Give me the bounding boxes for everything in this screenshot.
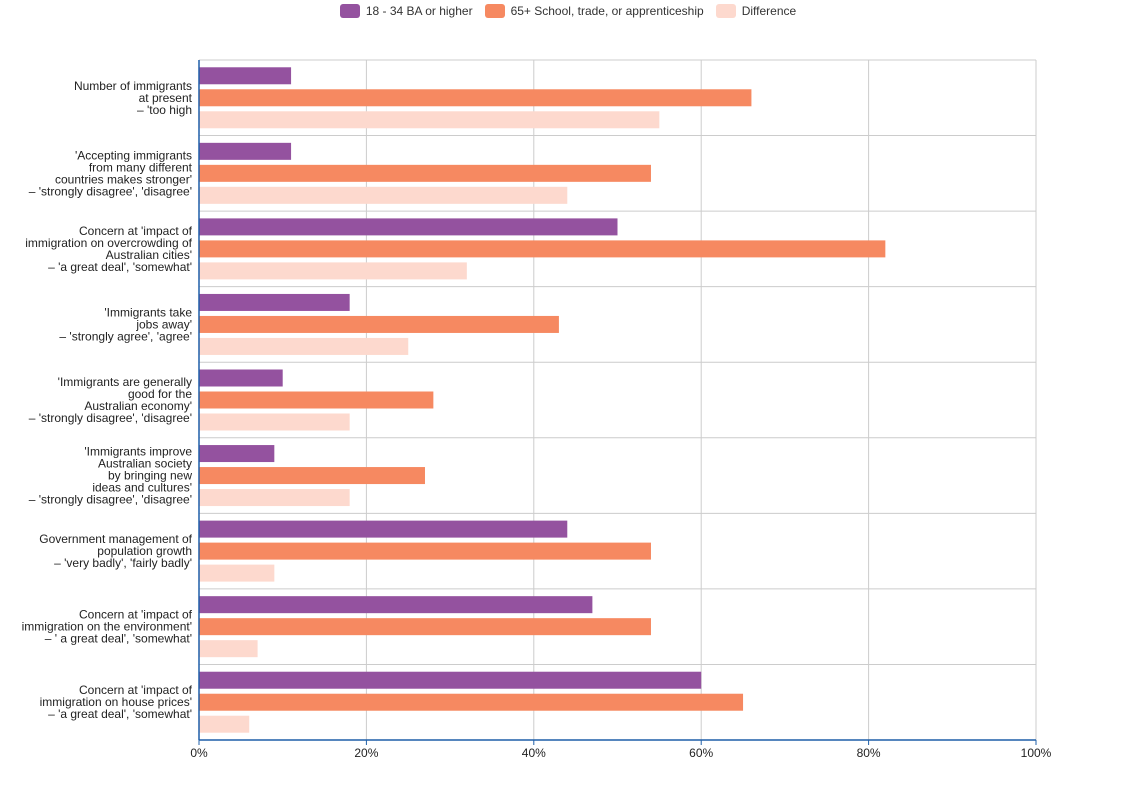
- category-label-line: – 'strongly disagree', 'disagree': [29, 411, 192, 425]
- bar-series-1: [199, 520, 568, 538]
- bar-series-1: [199, 67, 292, 85]
- bar-series-3: [199, 564, 275, 582]
- bar-series-1: [199, 596, 593, 614]
- category-label-line: Number of immigrants: [74, 79, 192, 93]
- category-label-line: ideas and cultures': [92, 481, 192, 495]
- legend-label-series-3: Difference: [741, 4, 797, 18]
- category-label-line: 'Accepting immigrants: [75, 148, 192, 162]
- category-label-line: countries makes stronger': [55, 172, 192, 186]
- legend-swatch-series-3: [715, 4, 736, 18]
- bar-series-2: [199, 89, 752, 107]
- category-label-line: jobs away': [135, 317, 192, 331]
- category-label-line: immigration on house prices': [40, 695, 192, 709]
- bar-series-2: [199, 693, 744, 711]
- category-label: Concern at 'impact of immigration on hous…: [40, 683, 193, 721]
- category-label-line: – 'strongly disagree', 'disagree': [29, 493, 192, 507]
- bar-series-2: [199, 467, 425, 485]
- bar-series-2: [199, 391, 434, 409]
- bar-series-3: [199, 715, 250, 733]
- bar-series-3: [199, 489, 350, 507]
- category-label-line: population growth: [97, 544, 192, 558]
- category-label-line: good for the: [128, 387, 192, 401]
- category-label: 'Immigrants take jobs away' – 'strongly ag…: [59, 305, 192, 343]
- bar-series-2: [199, 542, 651, 560]
- bar-series-1: [199, 671, 702, 689]
- bar-series-2: [199, 240, 886, 258]
- category-label: Concern at 'impact of immigration on the …: [22, 608, 193, 646]
- bar-series-1: [199, 218, 618, 236]
- bar-series-3: [199, 111, 660, 129]
- x-tick-label: 0%: [190, 746, 208, 760]
- category-label-line: – 'a great deal', 'somewhat': [48, 260, 192, 274]
- category-label-line: – 'a great deal', 'somewhat': [48, 707, 192, 721]
- category-label-line: Australian society: [98, 457, 192, 471]
- x-tick-label: 60%: [689, 746, 713, 760]
- legend-item-series-3[interactable]: Difference: [715, 4, 797, 18]
- legend-swatch-series-1: [339, 4, 360, 18]
- bar-series-2: [199, 315, 559, 333]
- legend-label-series-2: 65+ School, trade, or apprenticeship: [510, 4, 704, 18]
- category-label-line: 'Immigrants improve: [84, 445, 192, 459]
- bar-series-1: [199, 293, 350, 311]
- category-label: Concern at 'impact of immigration on over…: [25, 224, 192, 274]
- x-tick-label: 80%: [857, 746, 881, 760]
- category-label-line: immigration on overcrowding of: [25, 236, 192, 250]
- category-label-line: – 'strongly agree', 'agree': [59, 329, 192, 343]
- x-tick-label: 40%: [522, 746, 546, 760]
- x-tick-label: 20%: [354, 746, 378, 760]
- category-label-line: from many different: [89, 160, 193, 174]
- category-label-line: immigration on the environment': [22, 620, 192, 634]
- category-label-line: Concern at 'impact of: [79, 608, 193, 622]
- bar-series-3: [199, 337, 409, 355]
- category-label: 'Accepting immigrants from many different…: [29, 148, 193, 198]
- bar-series-3: [199, 413, 350, 431]
- category-label-line: 'Immigrants are generally: [58, 375, 192, 389]
- category-label: 'Immigrants improve Australian society by …: [29, 445, 193, 507]
- category-label-line: 'Immigrants take: [104, 305, 192, 319]
- category-label: 'Immigrants are generally good for the Aus…: [29, 375, 193, 425]
- legend-item-series-2[interactable]: 65+ School, trade, or apprenticeship: [484, 4, 704, 18]
- legend-swatch-series-2: [484, 4, 505, 18]
- bar-series-3: [199, 186, 568, 204]
- category-label-line: – 'very badly', 'fairly badly': [54, 556, 192, 570]
- bar-series-2: [199, 164, 651, 182]
- category-label: Number of immigrants at present – 'too hig…: [74, 79, 193, 117]
- category-label-line: by bringing new: [108, 469, 192, 483]
- chart-legend: 18 - 34 BA or higher 65+ School, trade, …: [0, 4, 1136, 18]
- category-label-line: – 'too high: [137, 103, 192, 117]
- category-label-line: – ' a great deal', 'somewhat': [45, 632, 192, 646]
- bar-series-1: [199, 369, 283, 387]
- category-label-line: at present: [139, 91, 193, 105]
- category-label-line: Concern at 'impact of: [79, 683, 193, 697]
- bar-series-1: [199, 445, 275, 463]
- category-label: Government management of population growt…: [39, 532, 192, 570]
- bar-series-3: [199, 640, 258, 658]
- bar-series-3: [199, 262, 467, 280]
- bar-series-2: [199, 618, 651, 636]
- category-label-line: Government management of: [39, 532, 192, 546]
- category-label-line: Australian economy': [84, 399, 192, 413]
- legend-item-series-1[interactable]: 18 - 34 BA or higher: [339, 4, 473, 18]
- category-label-line: Australian cities': [106, 248, 192, 262]
- legend-label-series-1: 18 - 34 BA or higher: [365, 4, 473, 18]
- bar-series-1: [199, 142, 292, 160]
- x-tick-label: 100%: [1021, 746, 1052, 760]
- category-label-line: Concern at 'impact of: [79, 224, 193, 238]
- category-label-line: – 'strongly disagree', 'disagree': [29, 184, 192, 198]
